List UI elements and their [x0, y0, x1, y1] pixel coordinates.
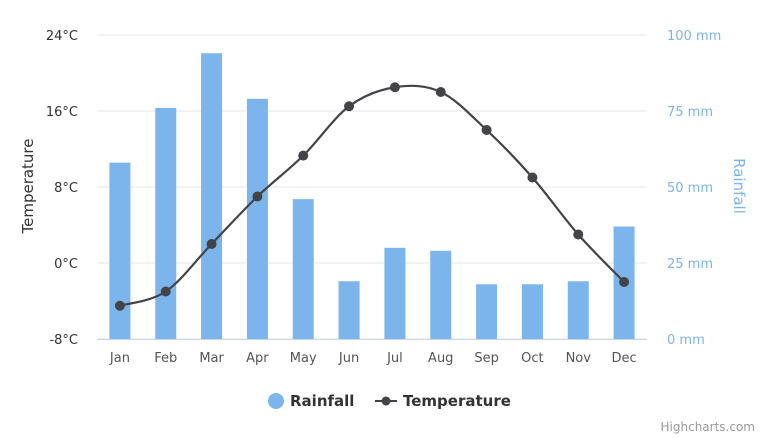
temperature-line: [114, 82, 630, 311]
x-tick-label: Mar: [199, 351, 224, 366]
x-tick-label: Aug: [428, 351, 453, 366]
left-tick-label: 0°C: [54, 257, 78, 272]
temperature-point[interactable]: [619, 277, 630, 287]
left-tick-label: 16°C: [46, 105, 78, 120]
temperature-line-path: [119, 84, 625, 307]
rainfall-bar[interactable]: [521, 284, 543, 339]
credits-link[interactable]: Highcharts.com: [661, 420, 755, 434]
temperature-point[interactable]: [481, 125, 492, 135]
right-tick-label: 75 mm: [667, 105, 713, 120]
temperature-point[interactable]: [206, 239, 217, 249]
rainfall-bar[interactable]: [246, 98, 268, 339]
right-tick-label: 50 mm: [667, 181, 713, 196]
x-tick-label: Jun: [338, 351, 359, 366]
x-tick-label: Nov: [566, 351, 592, 366]
x-axis-ticks: Jan Feb Mar Apr May Jun Jul Aug Sep Oct Nov Dec: [109, 351, 637, 366]
x-tick-label: Dec: [612, 351, 637, 366]
temperature-point[interactable]: [252, 191, 263, 202]
rainfall-bar[interactable]: [338, 281, 360, 339]
left-tick-label: 24°C: [46, 29, 78, 44]
left-tick-label: -8°C: [49, 333, 78, 348]
legend-label-temperature: Temperature: [403, 392, 511, 410]
rainfall-bar[interactable]: [567, 281, 589, 339]
temperature-point[interactable]: [435, 87, 446, 97]
rainfall-bar[interactable]: [201, 53, 223, 340]
left-axis-ticks: 24°C 16°C 8°C 0°C -8°C: [46, 29, 78, 348]
temperature-point[interactable]: [160, 286, 171, 297]
right-axis-title: Rainfall: [730, 158, 748, 214]
x-tick-label: May: [290, 351, 317, 366]
x-tick-label: Sep: [474, 351, 499, 366]
x-tick-label: Jul: [386, 351, 403, 366]
left-axis-title: Temperature: [19, 138, 37, 234]
legend: Rainfall Temperature: [268, 392, 511, 410]
rainfall-bar[interactable]: [155, 107, 177, 340]
right-tick-label: 100 mm: [667, 29, 721, 44]
x-tick-label: Feb: [154, 351, 177, 366]
rainfall-bars: [109, 53, 635, 340]
legend-item-rainfall[interactable]: Rainfall: [268, 392, 354, 410]
right-tick-label: 25 mm: [667, 257, 713, 272]
left-tick-label: 8°C: [54, 181, 78, 196]
rainfall-bar[interactable]: [384, 247, 406, 339]
grid-lines: [97, 34, 647, 340]
rainfall-bar[interactable]: [292, 199, 314, 339]
rainfall-bar[interactable]: [109, 162, 131, 339]
temperature-point[interactable]: [298, 150, 309, 161]
temperature-point[interactable]: [344, 101, 355, 112]
rainfall-bar[interactable]: [476, 284, 498, 339]
rainfall-bar[interactable]: [430, 250, 452, 339]
right-axis-ticks: 100 mm 75 mm 50 mm 25 mm 0 mm: [667, 29, 721, 348]
x-tick-label: Apr: [246, 351, 269, 366]
temperature-point[interactable]: [389, 82, 400, 93]
temperature-point[interactable]: [114, 300, 125, 311]
x-tick-label: Oct: [521, 351, 543, 366]
legend-label-rainfall: Rainfall: [290, 392, 354, 410]
legend-item-temperature[interactable]: Temperature: [375, 392, 511, 410]
rainfall-legend-icon: [268, 393, 284, 409]
temperature-legend-marker-icon: [381, 396, 391, 406]
temperature-point[interactable]: [527, 172, 538, 183]
right-tick-label: 0 mm: [667, 333, 705, 348]
temperature-point[interactable]: [573, 229, 584, 240]
x-tick-label: Jan: [109, 351, 130, 366]
